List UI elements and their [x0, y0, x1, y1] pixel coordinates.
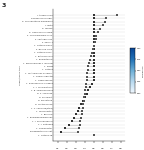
Point — [82, 103, 84, 105]
Point — [84, 93, 86, 95]
Point — [85, 75, 88, 78]
Point — [93, 17, 95, 20]
Point — [85, 79, 88, 81]
Point — [87, 65, 90, 68]
Point — [78, 127, 80, 129]
Point — [64, 127, 66, 129]
Point — [105, 17, 108, 20]
Point — [93, 41, 95, 44]
Point — [116, 14, 118, 16]
Point — [94, 41, 96, 44]
Point — [85, 93, 88, 95]
Point — [80, 103, 82, 105]
Point — [93, 48, 95, 51]
Point — [79, 123, 82, 126]
Point — [93, 69, 95, 71]
Point — [67, 123, 70, 126]
Point — [83, 99, 85, 102]
Point — [91, 82, 93, 85]
Point — [93, 55, 95, 57]
Point — [102, 24, 104, 27]
Point — [93, 21, 95, 23]
Point — [77, 130, 80, 133]
Point — [60, 130, 62, 133]
Point — [80, 117, 82, 119]
Point — [93, 134, 95, 136]
Point — [79, 120, 82, 123]
Point — [93, 134, 95, 136]
Y-axis label: Confidence: Confidence — [142, 64, 143, 77]
Point — [73, 117, 75, 119]
Point — [88, 62, 90, 64]
Point — [99, 27, 101, 30]
Point — [75, 113, 77, 116]
Point — [84, 89, 86, 92]
Point — [87, 69, 90, 71]
Point — [93, 24, 95, 27]
Point — [93, 38, 95, 40]
Point — [94, 38, 97, 40]
Point — [92, 48, 94, 51]
Point — [81, 110, 83, 112]
Point — [93, 65, 95, 68]
Point — [93, 14, 95, 16]
Point — [93, 34, 95, 37]
Point — [84, 96, 86, 99]
Point — [93, 31, 95, 33]
Point — [81, 113, 83, 116]
Point — [82, 106, 84, 109]
Point — [93, 75, 95, 78]
Point — [90, 55, 92, 57]
Point — [93, 62, 95, 64]
Point — [87, 89, 90, 92]
Point — [85, 86, 87, 88]
Point — [93, 45, 95, 47]
Point — [76, 110, 79, 112]
Point — [71, 120, 73, 123]
Point — [93, 58, 95, 61]
Text: 3: 3 — [1, 3, 6, 8]
Y-axis label: Organ/tissue type: Organ/tissue type — [19, 65, 21, 85]
Point — [83, 96, 85, 99]
Point — [78, 106, 80, 109]
Point — [93, 79, 95, 81]
Point — [93, 45, 95, 47]
Point — [97, 31, 99, 33]
Point — [89, 58, 91, 61]
Point — [82, 99, 84, 102]
Point — [86, 72, 89, 75]
Point — [103, 21, 106, 23]
Point — [95, 34, 98, 37]
Point — [93, 27, 95, 30]
Point — [93, 72, 95, 75]
Point — [89, 86, 91, 88]
Point — [85, 82, 87, 85]
Point — [91, 51, 93, 54]
Point — [93, 51, 95, 54]
